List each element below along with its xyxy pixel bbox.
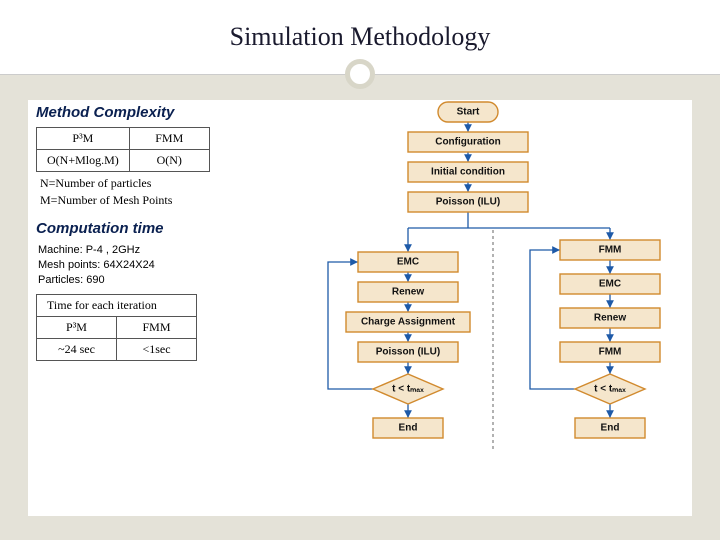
flow-label-renew2: Renew <box>594 313 626 324</box>
flow-label-pilu1: Poisson (ILU) <box>436 197 500 208</box>
flow-label-renew1: Renew <box>392 287 424 298</box>
flowchart: Start Configuration Initial condition Poiss… <box>28 100 692 516</box>
flow-label-emc2: EMC <box>599 279 621 290</box>
flow-label-dia2: t < tₘₐₓ <box>594 384 626 395</box>
flow-label-end1: End <box>399 423 418 434</box>
flow-label-config: Configuration <box>435 137 501 148</box>
slide-title: Simulation Methodology <box>230 22 491 52</box>
content-panel: Method Complexity P³M FMM O(N+Mlog.M) O(… <box>28 100 692 516</box>
flow-label-fmm2: FMM <box>599 347 622 358</box>
flow-label-end2: End <box>601 423 620 434</box>
ring-decoration <box>345 59 375 89</box>
flow-label-fmm1: FMM <box>599 245 622 256</box>
flow-label-emc1: EMC <box>397 257 419 268</box>
flow-label-charge: Charge Assignment <box>361 317 456 328</box>
flow-label-dia1: t < tₘₐₓ <box>392 384 424 395</box>
slide: Simulation Methodology Method Complexity… <box>0 0 720 540</box>
flow-label-start: Start <box>457 107 480 118</box>
flow-label-init: Initial condition <box>431 167 505 178</box>
flow-label-pilu2: Poisson (ILU) <box>376 347 440 358</box>
